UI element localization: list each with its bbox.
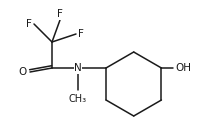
Text: F: F [26,19,32,29]
Text: OH: OH [175,63,191,73]
Text: F: F [78,29,84,39]
Text: CH₃: CH₃ [69,94,87,104]
Text: F: F [57,9,63,19]
Text: N: N [74,63,82,73]
Text: O: O [19,67,27,77]
